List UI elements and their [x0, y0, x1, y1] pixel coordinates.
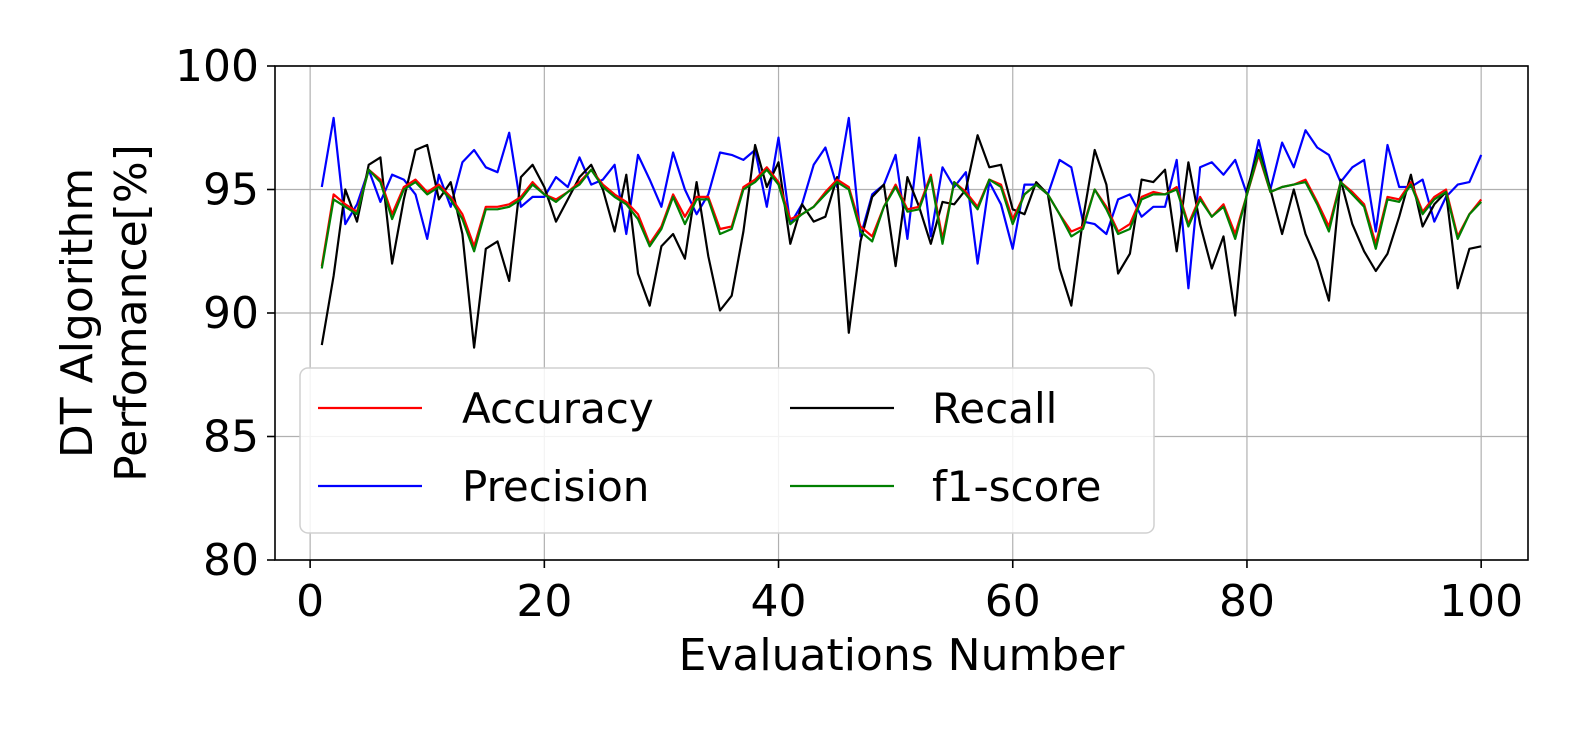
y-tick-label: 85 [203, 412, 259, 463]
ticks: 0 20 40 60 80 100 80 85 90 95 100 [175, 41, 1523, 627]
x-tick-label: 0 [296, 576, 324, 627]
legend-label-recall: Recall [932, 384, 1057, 433]
y-axis-label-line-1: DT Algorithm [52, 168, 103, 458]
series-layer [320, 116, 1483, 349]
series-line-f1-score [320, 151, 1482, 269]
legend-box [299, 367, 1155, 534]
y-tick-label: 80 [203, 535, 259, 586]
series-line-recall [320, 134, 1482, 349]
x-tick-label: 80 [1219, 576, 1275, 627]
x-tick-label: 40 [751, 576, 807, 627]
legend: Accuracy Precision Recall f1-score [299, 367, 1155, 534]
legend-label-precision: Precision [462, 462, 649, 511]
x-axis-label: Evaluations Number [679, 630, 1126, 681]
x-tick-label: 100 [1439, 576, 1523, 627]
y-axis-label-line-2: Perfomance[%] [106, 144, 157, 482]
x-tick-label: 20 [516, 576, 572, 627]
y-tick-label: 95 [203, 165, 259, 216]
legend-label-accuracy: Accuracy [462, 384, 654, 433]
y-tick-label: 90 [203, 288, 259, 339]
y-tick-label: 100 [175, 41, 259, 92]
legend-label-f1-score: f1-score [932, 462, 1102, 511]
x-tick-label: 60 [985, 576, 1041, 627]
